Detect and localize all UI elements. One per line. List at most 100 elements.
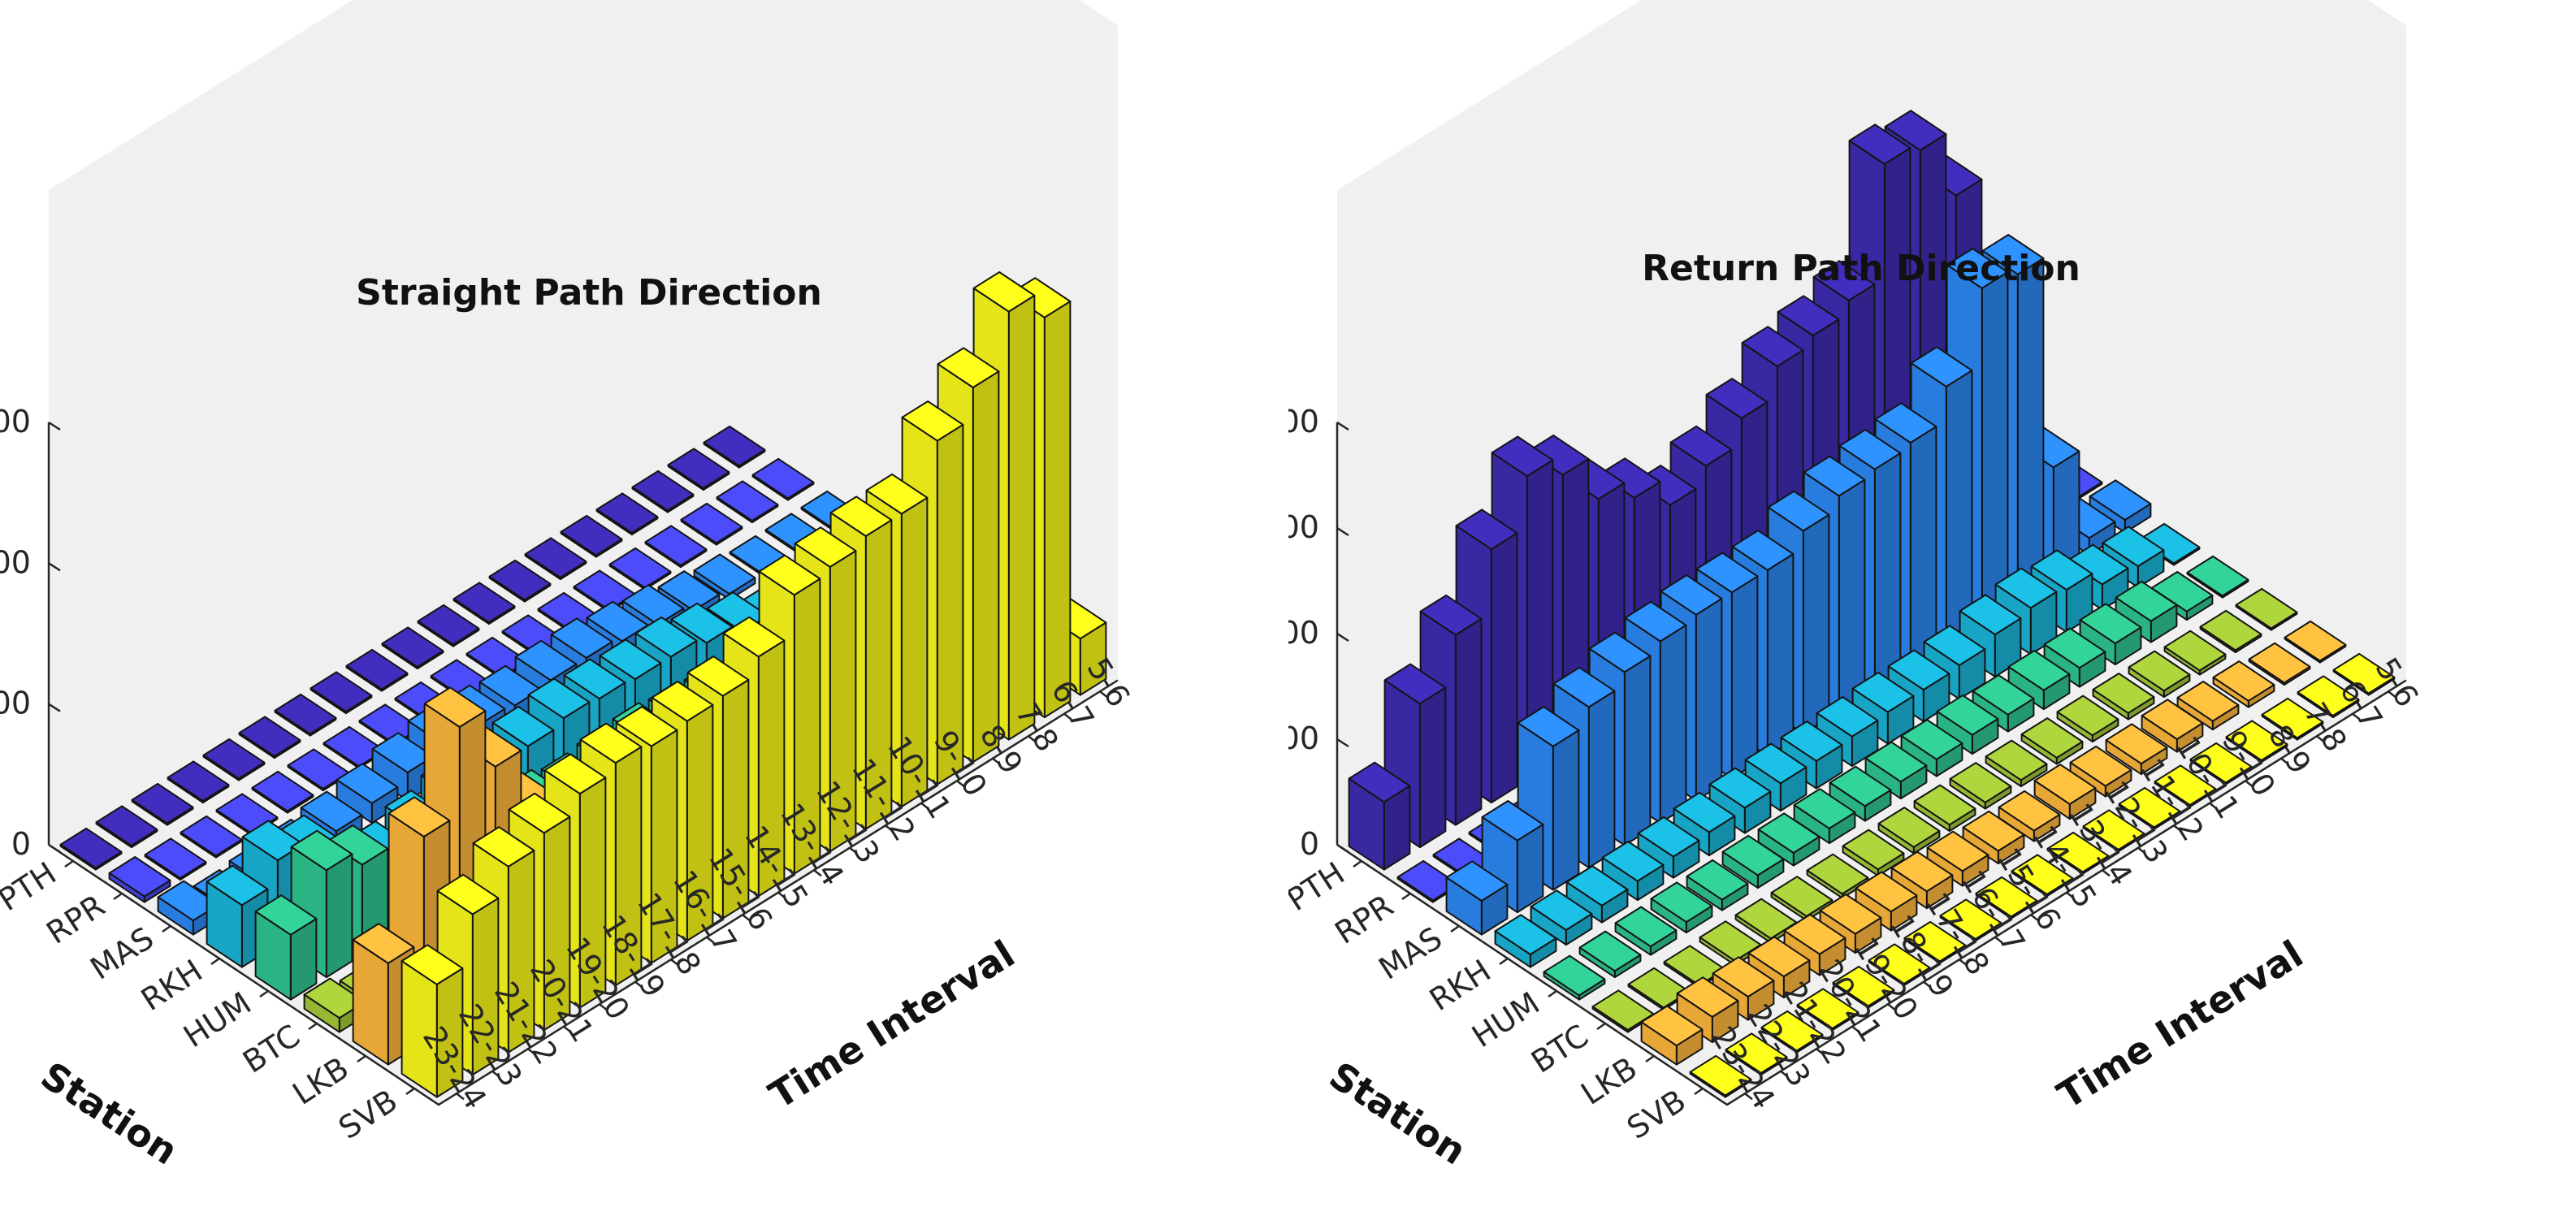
bar-SVB-20-21 [1796,988,1859,1032]
bar-BTC-16-17 [1842,829,1905,877]
bar-LKB-22-23 [1676,976,1739,1044]
station-tick-label: RKH [1423,953,1497,1018]
bar-PTH-23-24 [59,827,123,871]
time-tick-mark [1744,1093,1753,1101]
station-tick-label: PTH [0,855,63,919]
z-tick-label: 0 [1300,826,1319,862]
station-tick-mark [1645,1054,1655,1063]
bar-BTC-9-10 [2092,673,2155,721]
bar-LKB-23-24 [1640,1005,1704,1066]
bar-SVB-10-11 [2154,764,2217,808]
time-axis-label: Time Interval [2050,932,2310,1118]
station-tick-mark [1694,1087,1704,1096]
bar-LKB-14-15 [1962,810,2025,865]
station-tick-mark [1499,957,1509,966]
station-tick-mark [357,1054,366,1063]
bar-PTH-10-11 [524,537,587,581]
bar-RPR-21-22 [180,815,243,859]
bar-BTC-18-19 [1770,876,1834,922]
bar-SVB-23-24 [1689,1054,1752,1098]
bar-RKH-19-20 [1637,816,1700,879]
bar-HUM-11-12 [1972,674,2035,733]
bar-SVB-13-14 [2046,831,2110,875]
bar-HUM-13-14 [1900,719,1963,777]
bar-LKB-5-6 [2284,620,2347,664]
bar-LKB-8-9 [2176,681,2240,731]
station-tick-mark [210,957,220,966]
station-tick-mark [1401,892,1411,901]
time-tick-mark [599,1003,608,1011]
time-tick-mark [2102,869,2111,877]
z-tick-mark [1336,421,1349,431]
bar-BTC-12-13 [1985,739,2048,788]
bar-SVB-9-10 [2189,742,2253,785]
bar-RKH-20-21 [1601,841,1665,902]
bar-PTH-7-8 [631,470,695,513]
time-tick-mark [1780,1070,1789,1078]
time-tick-mark [2030,914,2039,922]
floor-axes [1336,679,2407,1106]
station-tick-label: MAS [1372,920,1448,987]
bar-BTC-6-7 [2199,609,2262,654]
station-tick-label: LKB [1574,1050,1643,1112]
time-tick-mark [706,936,715,944]
bar-SVB-5-6 [2332,652,2396,696]
station-tick-mark [259,989,269,998]
station-tick-label: SVB [1621,1083,1692,1146]
bar-HUM-7-8 [2115,580,2178,643]
bar-LKB-18-19 [1819,894,1882,954]
bar-HUM-19-20 [1686,859,1749,911]
station-tick-mark [1353,859,1362,868]
bar-PTH-23-24 [1348,761,1411,871]
station-tick-label: RPR [40,888,110,951]
z-tick-label: 1500 [1288,509,1319,545]
z-tick-mark [1336,738,1349,748]
z-tick-label: 0 [11,826,31,862]
bar-PTH-22-23 [95,805,158,849]
bar-PTH-15-16 [345,648,409,692]
bar-PTH-21-22 [131,782,194,826]
station-tick-mark [113,892,123,901]
bar-LKB-19-20 [1783,913,1846,976]
bar-LKB-13-14 [1998,790,2061,842]
z-tick-label: 2000 [1288,404,1319,439]
station-tick-label: PTH [1288,855,1351,919]
bar-PTH-6-7 [667,448,730,491]
z-tick-mark [48,703,61,712]
bar-PTH-18-19 [238,716,301,759]
bar-HUM-22-23 [1578,930,1642,979]
bar-SVB-23-24 [400,944,464,1098]
time-tick-mark [1816,1048,1825,1056]
time-tick-mark [2352,712,2361,721]
station-tick-mark [1548,989,1557,998]
bar-RKH-21-22 [1565,865,1629,924]
bar-BTC-5-6 [2235,587,2298,631]
bar-HUM-20-21 [1650,881,1713,934]
time-tick-mark [1887,1003,1896,1011]
bar-RKH-17-18 [1708,767,1772,834]
bar-SVB-14-15 [2011,854,2074,898]
z-tick-mark [1336,632,1349,643]
bar-RPR-7-8 [680,502,743,546]
bar-SVB-12-13 [2082,809,2145,853]
bar-BTC-15-16 [1877,807,1941,855]
time-tick-mark [634,980,643,989]
straight-path-chart: 050010001500PTHRPRMASRKHHUMBTCLKBSVB5-66… [0,0,1137,1173]
time-tick-mark [742,914,751,922]
bar-PTH-11-12 [488,559,552,603]
bar-BTC-13-14 [1949,762,2012,810]
bar-BTC-11-12 [2020,717,2084,765]
time-tick-mark [849,846,858,855]
bar-SVB-8-9 [2225,720,2288,764]
z-tick-label: 1000 [1288,615,1319,651]
time-tick-mark [956,780,965,788]
bar-LKB-20-21 [1747,936,1811,999]
bar-HUM-21-22 [1614,906,1678,956]
bar-HUM-15-16 [1829,765,1892,822]
bar-RKH-18-19 [1673,791,1736,857]
back-wall-time [2016,0,2406,681]
bar-MAS-23-24 [1445,860,1509,936]
bar-LKB-11-12 [2069,745,2132,798]
bar-BTC-23-24 [1591,989,1655,1033]
